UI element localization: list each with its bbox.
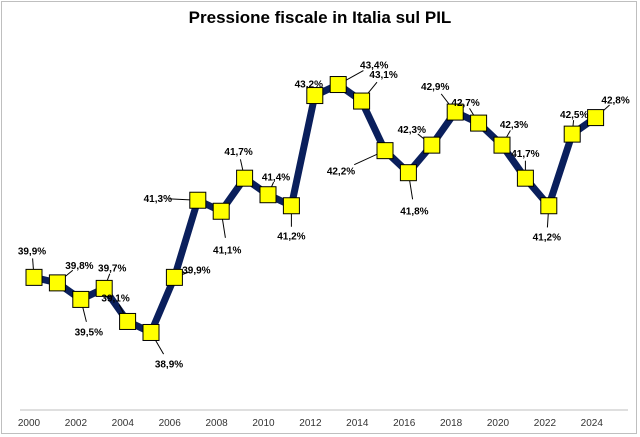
data-label: 41,2% — [533, 233, 561, 244]
data-label: 43,4% — [360, 61, 388, 72]
data-point-marker — [25, 268, 43, 286]
data-label: 41,1% — [213, 245, 241, 256]
data-label: 39,7% — [98, 263, 126, 274]
data-point-marker — [282, 197, 300, 215]
data-label: 41,7% — [511, 149, 539, 160]
data-label: 42,8% — [601, 96, 629, 107]
x-tick-label: 2008 — [205, 418, 228, 429]
data-point-marker — [119, 312, 137, 330]
data-label: 42,3% — [500, 120, 528, 131]
x-tick-label: 2024 — [581, 418, 604, 429]
data-point-marker — [399, 164, 417, 182]
data-point-marker — [259, 186, 277, 204]
chart-title: Pressione fiscale in Italia sul PIL — [188, 8, 452, 27]
data-point-marker — [48, 274, 66, 292]
x-tick-label: 2016 — [393, 418, 416, 429]
data-label: 39,1% — [101, 293, 129, 304]
data-point-marker — [516, 169, 534, 187]
data-label: 38,9% — [155, 359, 183, 370]
data-point-marker — [165, 268, 183, 286]
data-label: 41,2% — [277, 232, 305, 243]
data-point-marker — [329, 76, 347, 94]
data-label: 41,8% — [400, 207, 428, 218]
data-label: 43,1% — [369, 70, 397, 81]
data-point-marker — [540, 197, 558, 215]
x-tick-label: 2020 — [487, 418, 510, 429]
data-label: 41,7% — [224, 147, 252, 158]
x-tick-label: 2014 — [346, 418, 369, 429]
data-point-marker — [446, 103, 464, 121]
x-tick-label: 2012 — [299, 418, 322, 429]
x-tick-label: 2006 — [159, 418, 182, 429]
data-point-marker — [587, 109, 605, 127]
data-point-marker — [95, 279, 113, 297]
data-point-marker — [353, 92, 371, 110]
data-label: 39,8% — [65, 261, 93, 272]
data-label: 42,5% — [560, 110, 588, 121]
data-point-marker — [563, 125, 581, 143]
data-label: 42,7% — [451, 98, 479, 109]
data-point-marker — [142, 323, 160, 341]
data-label: 41,3% — [144, 194, 172, 205]
data-label: 39,5% — [75, 327, 103, 338]
data-point-marker — [493, 136, 511, 154]
x-tick-label: 2022 — [534, 418, 557, 429]
data-point-marker — [189, 191, 207, 209]
data-point-marker — [470, 114, 488, 132]
data-point-marker — [306, 87, 324, 105]
x-tick-label: 2018 — [440, 418, 463, 429]
data-label: 42,9% — [421, 82, 449, 93]
x-tick-label: 2002 — [65, 418, 88, 429]
data-point-marker — [236, 169, 254, 187]
data-label: 39,9% — [18, 246, 46, 257]
data-label: 39,9% — [182, 265, 210, 276]
data-point-marker — [376, 142, 394, 160]
data-label: 42,3% — [398, 125, 426, 136]
data-label: 43,2% — [295, 80, 323, 91]
data-label: 42,2% — [327, 167, 355, 178]
data-point-marker — [423, 136, 441, 154]
data-point-marker — [212, 202, 230, 220]
data-label: 41,4% — [262, 173, 290, 184]
data-point-marker — [72, 290, 90, 308]
x-tick-label: 2000 — [18, 418, 41, 429]
x-tick-label: 2004 — [112, 418, 135, 429]
x-tick-label: 2010 — [252, 418, 275, 429]
